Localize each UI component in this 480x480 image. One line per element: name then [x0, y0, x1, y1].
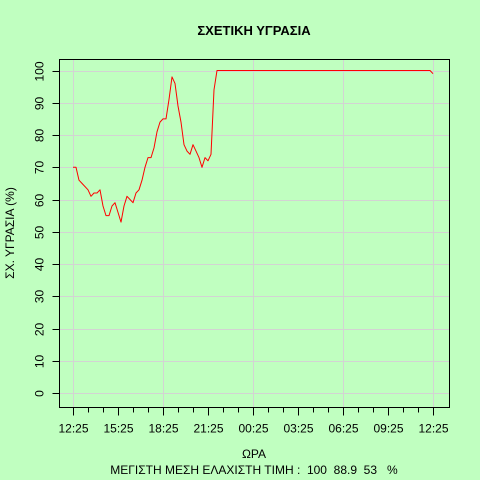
x-tick-label: 21:25	[193, 422, 223, 436]
x-tick-label: 03:25	[283, 422, 313, 436]
y-tick-label: 50	[33, 226, 47, 240]
y-tick-label: 40	[33, 258, 47, 272]
x-tick-label: 06:25	[328, 422, 358, 436]
x-tick-label: 00:25	[238, 422, 268, 436]
grid-lines	[59, 59, 450, 408]
y-tick-label: 0	[33, 390, 47, 397]
x-tick-label: 12:25	[418, 422, 448, 436]
y-axis: 0 10 20 30 40 50 60 70 80 90 100	[33, 61, 60, 397]
y-tick-label: 60	[33, 194, 47, 208]
y-tick-label: 100	[33, 61, 47, 81]
y-tick-label: 70	[33, 161, 47, 175]
y-tick-label: 20	[33, 323, 47, 337]
x-axis: 12:25 15:25 18:25 21:25 00:25 03:25 06:25 09:25…	[58, 407, 449, 436]
x-tick-label: 12:25	[58, 422, 88, 436]
y-tick-label: 10	[33, 355, 47, 369]
x-tick-label: 09:25	[373, 422, 403, 436]
summary-footer: ΜΕΓΙΣΤΗ ΜΕΣΗ ΕΛΑΧΙΣΤΗ ΤΙΜΗ : 100 88.9 53…	[110, 463, 398, 477]
y-tick-label: 30	[33, 290, 47, 304]
x-axis-label: ΩΡΑ	[242, 447, 266, 461]
chart-title: ΣΧΕΤΙΚΗ ΥΓΡΑΣΙΑ	[197, 23, 311, 38]
x-tick-label: 18:25	[148, 422, 178, 436]
x-tick-label: 15:25	[103, 422, 133, 436]
y-axis-label: ΣΧ. ΥΓΡΑΣΙΑ (%)	[3, 187, 17, 279]
series-layer	[73, 70, 434, 223]
y-tick-label: 90	[33, 97, 47, 111]
y-tick-label: 80	[33, 129, 47, 143]
plot-frame	[59, 59, 450, 408]
series-line-humidity	[73, 70, 434, 223]
